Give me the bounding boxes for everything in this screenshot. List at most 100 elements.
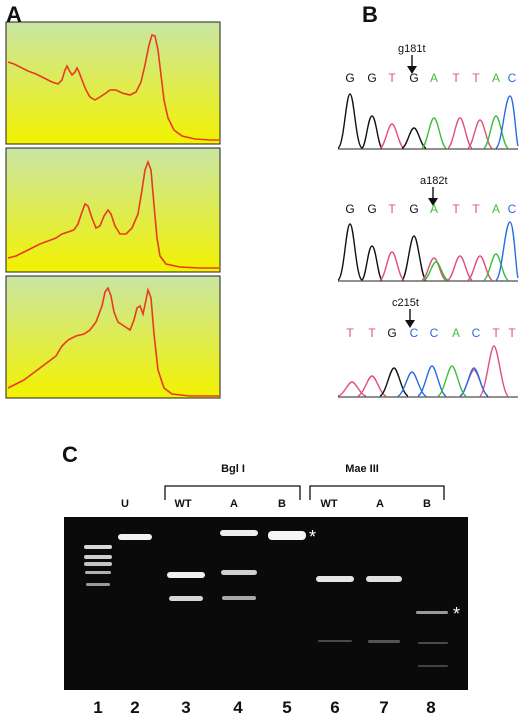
trace-background bbox=[5, 275, 221, 399]
band-lane-1 bbox=[85, 571, 111, 574]
mutation-label: c215t bbox=[392, 297, 419, 309]
base-letter-T: T bbox=[508, 326, 516, 340]
band-lane-8 bbox=[416, 611, 448, 614]
trace-background bbox=[5, 21, 221, 145]
mutation-arrow bbox=[407, 55, 417, 74]
peak-trace-G bbox=[337, 223, 427, 281]
band-lane-5 bbox=[268, 531, 306, 540]
sublabel-mae-a: A bbox=[376, 498, 384, 510]
mutation-label: a182t bbox=[420, 175, 448, 187]
sublabel-bgl-b: B bbox=[278, 498, 286, 510]
peak-trace-C bbox=[495, 221, 519, 281]
band-lane-2 bbox=[118, 534, 152, 540]
base-letter-T: T bbox=[492, 326, 500, 340]
peak-trace-T bbox=[379, 251, 493, 281]
band-lane-1 bbox=[86, 583, 110, 586]
band-lane-4 bbox=[222, 596, 256, 600]
band-lane-1 bbox=[84, 545, 112, 549]
base-letter-G: G bbox=[409, 71, 418, 85]
base-letter-T: T bbox=[388, 202, 396, 216]
base-letter-G: G bbox=[345, 202, 354, 216]
base-letter-C: C bbox=[508, 71, 517, 85]
lane-number-1: 1 bbox=[93, 698, 102, 717]
base-letter-A: A bbox=[492, 202, 500, 216]
asterisk-marker-lane-5: * bbox=[309, 527, 316, 547]
band-lane-3 bbox=[169, 596, 203, 601]
band-lane-1 bbox=[84, 562, 112, 566]
sublabel-bgl-wt: WT bbox=[174, 498, 191, 510]
peak-trace-G bbox=[337, 93, 383, 149]
peak-trace-A bbox=[437, 365, 467, 397]
mutation-arrow bbox=[405, 309, 415, 328]
lane-number-4: 4 bbox=[233, 698, 243, 717]
panel-a bbox=[5, 21, 221, 399]
base-letter-T: T bbox=[346, 326, 354, 340]
base-letter-T: T bbox=[472, 71, 480, 85]
asterisk-marker-lane-8: * bbox=[453, 604, 460, 624]
base-letter-C: C bbox=[410, 326, 419, 340]
base-letter-G: G bbox=[387, 326, 396, 340]
gel-bands bbox=[84, 530, 448, 667]
base-letter-A: A bbox=[492, 71, 500, 85]
base-letter-T: T bbox=[472, 202, 480, 216]
panel-letter-b: B bbox=[362, 2, 378, 27]
lane-number-5: 5 bbox=[282, 698, 291, 717]
base-letter-G: G bbox=[367, 71, 376, 85]
base-letter-T: T bbox=[452, 202, 460, 216]
peak-trace-C bbox=[495, 95, 519, 149]
peak-trace-G bbox=[379, 367, 409, 397]
label-mae-iii: Mae III bbox=[345, 463, 379, 475]
peak-trace-A bbox=[421, 115, 509, 149]
base-letter-A: A bbox=[430, 202, 438, 216]
trace-box-3 bbox=[5, 275, 221, 399]
base-letter-G: G bbox=[409, 202, 418, 216]
base-letter-G: G bbox=[367, 202, 376, 216]
base-letter-T: T bbox=[368, 326, 376, 340]
base-letter-T: T bbox=[388, 71, 396, 85]
gel-image bbox=[64, 517, 468, 690]
band-lane-4 bbox=[221, 570, 257, 575]
sublabel-bgl-a: A bbox=[230, 498, 238, 510]
lane-number-8: 8 bbox=[426, 698, 435, 717]
sublabel-mae-b: B bbox=[423, 498, 431, 510]
sublabel-mae-wt: WT bbox=[320, 498, 337, 510]
trace-curve bbox=[7, 33, 219, 141]
mutation-arrow bbox=[428, 187, 438, 206]
peak-trace-G2 bbox=[401, 127, 427, 149]
panel-c: U Bgl I Mae III WT A B WT A B bbox=[64, 463, 468, 717]
trace-curve bbox=[7, 159, 219, 269]
band-lane-1 bbox=[84, 555, 112, 559]
base-letter-A: A bbox=[430, 71, 438, 85]
lane-number-3: 3 bbox=[181, 698, 190, 717]
trace-curve bbox=[7, 286, 219, 397]
trace-box-1 bbox=[5, 21, 221, 145]
band-lane-8 bbox=[418, 642, 448, 644]
label-bgl-i: Bgl I bbox=[221, 463, 245, 475]
lane-number-2: 2 bbox=[130, 698, 139, 717]
band-lane-6 bbox=[316, 576, 354, 582]
band-lane-7 bbox=[366, 576, 402, 582]
peak-trace-C bbox=[397, 365, 489, 397]
base-letter-C: C bbox=[472, 326, 481, 340]
band-lane-7 bbox=[368, 640, 400, 643]
base-letter-G: G bbox=[345, 71, 354, 85]
peak-trace-T bbox=[379, 117, 493, 149]
lane-number-6: 6 bbox=[330, 698, 339, 717]
base-letter-C: C bbox=[508, 202, 517, 216]
peak-trace-A bbox=[423, 253, 509, 281]
band-lane-3 bbox=[167, 572, 205, 578]
band-lane-4 bbox=[220, 530, 258, 536]
base-letter-T: T bbox=[452, 71, 460, 85]
bracket-mae-iii bbox=[309, 485, 445, 500]
trace-background bbox=[5, 147, 221, 273]
panel-letter-c: C bbox=[62, 442, 78, 467]
peak-trace-T bbox=[337, 345, 509, 397]
panel-letter-a: A bbox=[6, 2, 22, 27]
mutation-label: g181t bbox=[398, 43, 426, 55]
lane-number-7: 7 bbox=[379, 698, 388, 717]
